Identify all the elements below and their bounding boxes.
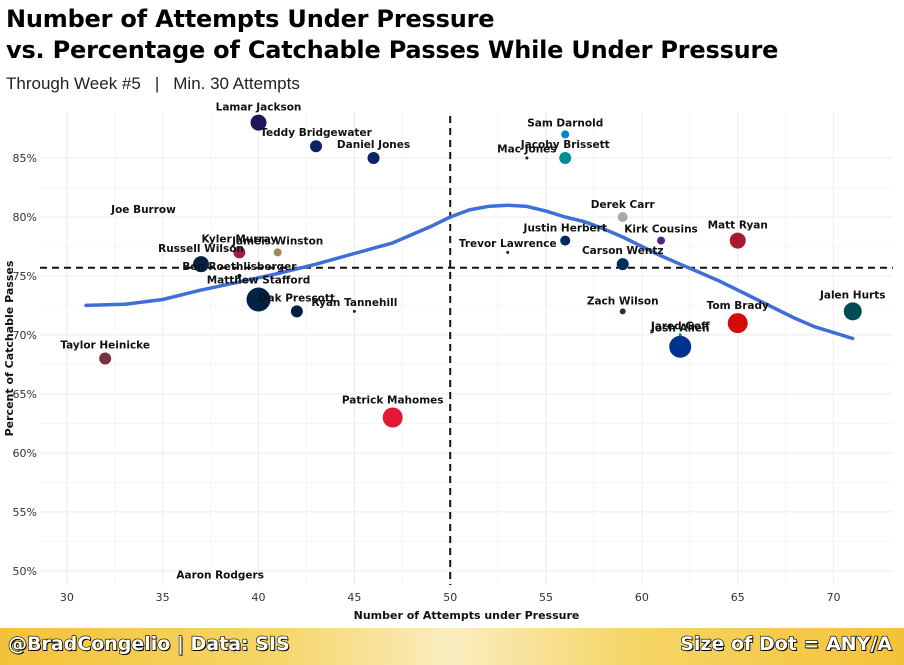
point-label-zach-wilson: Zach Wilson bbox=[587, 295, 659, 307]
y-tick-label: 70% bbox=[13, 329, 37, 342]
point-josh-allen bbox=[669, 335, 692, 358]
point-label-matthew-stafford: Matthew Stafford bbox=[207, 275, 311, 287]
point-label-aaron-rodgers: Aaron Rodgers bbox=[176, 570, 264, 582]
point-label-tom-brady: Tom Brady bbox=[707, 300, 769, 312]
title-line-1: Number of Attempts Under Pressure bbox=[6, 5, 495, 33]
subtitle-timeframe: Through Week #5 bbox=[6, 74, 141, 93]
data-points bbox=[99, 114, 862, 428]
point-label-ben-roethlisberger: Ben Roethlisberger bbox=[182, 261, 297, 273]
point-label-kyler-murray: Kyler Murray bbox=[201, 233, 277, 245]
y-tick-label: 55% bbox=[13, 506, 37, 519]
y-tick-label: 80% bbox=[13, 211, 37, 224]
point-jacoby-brissett bbox=[559, 152, 572, 165]
title-line-2: vs. Percentage of Catchable Passes While… bbox=[6, 36, 779, 64]
y-tick-label: 60% bbox=[13, 447, 37, 460]
grid-lines bbox=[40, 112, 893, 585]
scatter-chart: 30 35 40 45 50 55 60 65 70 50% 55% 60% 65% 70% 75% 80% 8… bbox=[3, 102, 893, 622]
y-tick-label: 65% bbox=[13, 388, 37, 401]
point-label-sam-darnold: Sam Darnold bbox=[527, 117, 603, 129]
x-tick-label: 60 bbox=[635, 591, 649, 604]
footer-banner: @BradCongelio | Data: SIS Size of Dot = … bbox=[0, 628, 904, 665]
footer-credit: @BradCongelio | Data: SIS bbox=[7, 632, 290, 655]
x-tick-label: 70 bbox=[827, 591, 841, 604]
point-daniel-jones bbox=[367, 152, 380, 165]
point-matt-ryan bbox=[729, 232, 746, 249]
point-taylor-heinicke bbox=[99, 352, 112, 365]
x-tick-label: 50 bbox=[443, 591, 457, 604]
x-axis-title: Number of Attempts under Pressure bbox=[354, 609, 580, 622]
point-label-teddy-bridgewater: Teddy Bridgewater bbox=[260, 127, 372, 139]
point-label-jalen-hurts: Jalen Hurts bbox=[819, 289, 886, 301]
point-derek-carr bbox=[617, 211, 628, 222]
point-label-jacoby-brissett: Jacoby Brissett bbox=[520, 139, 610, 151]
point-label-trevor-lawrence: Trevor Lawrence bbox=[459, 238, 557, 250]
point-label-justin-herbert: Justin Herbert bbox=[523, 223, 607, 235]
point-label-ryan-tannehill: Ryan Tannehill bbox=[311, 297, 397, 309]
x-tick-label: 45 bbox=[347, 591, 361, 604]
point-ryan-tannehill bbox=[352, 309, 356, 313]
point-label-taylor-heinicke: Taylor Heinicke bbox=[60, 340, 150, 352]
point-label-josh-allen: Josh Allen bbox=[650, 323, 709, 335]
y-axis-title: Percent of Catchable Passes bbox=[3, 260, 16, 436]
x-tick-label: 35 bbox=[156, 591, 170, 604]
point-lamar-jackson bbox=[250, 114, 267, 131]
point-label-patrick-mahomes: Patrick Mahomes bbox=[342, 395, 444, 407]
point-label-matt-ryan: Matt Ryan bbox=[708, 220, 768, 232]
point-sam-darnold bbox=[561, 130, 570, 139]
point-kyler-murray bbox=[233, 246, 246, 259]
point-label-derek-carr: Derek Carr bbox=[591, 199, 656, 211]
point-patrick-mahomes bbox=[382, 407, 403, 428]
point-label-dak-prescott: Dak Prescott bbox=[259, 292, 335, 304]
point-label-mac-jones: Mac Jones bbox=[497, 144, 556, 156]
tick-labels: 30 35 40 45 50 55 60 65 70 50% 55% 60% 65% 70% 75% 80% 8… bbox=[13, 152, 841, 604]
point-label-carson-wentz: Carson Wentz bbox=[582, 245, 664, 257]
point-zach-wilson bbox=[619, 308, 626, 315]
point-jameis-winston bbox=[273, 248, 282, 257]
point-ben-roethlisberger bbox=[237, 273, 242, 278]
chart-title: Number of Attempts Under Pressure vs. Pe… bbox=[6, 4, 778, 66]
x-tick-label: 55 bbox=[539, 591, 553, 604]
trend-line bbox=[84, 203, 855, 341]
x-tick-label: 30 bbox=[60, 591, 74, 604]
point-label-lamar-jackson: Lamar Jackson bbox=[216, 102, 302, 114]
point-label-russell-wilson: Russell Wilson bbox=[158, 243, 244, 255]
point-label-jared-goff: Jared Goff bbox=[650, 320, 710, 332]
point-trevor-lawrence bbox=[506, 250, 510, 254]
x-tick-label: 65 bbox=[731, 591, 745, 604]
point-label-joe-burrow: Joe Burrow bbox=[110, 204, 176, 216]
y-tick-label: 50% bbox=[13, 565, 37, 578]
point-jalen-hurts bbox=[843, 302, 862, 321]
point-mac-jones bbox=[525, 156, 529, 160]
y-tick-label: 85% bbox=[13, 152, 37, 165]
subtitle-filter: Min. 30 Attempts bbox=[173, 74, 300, 93]
point-kirk-cousins bbox=[657, 236, 666, 245]
point-label-jameis-winston: Jameis Winston bbox=[231, 235, 323, 247]
point-label-daniel-jones: Daniel Jones bbox=[337, 139, 410, 151]
point-carson-wentz bbox=[616, 258, 629, 271]
subtitle-separator: | bbox=[154, 74, 160, 93]
point-teddy-bridgewater bbox=[310, 140, 323, 153]
y-tick-label: 75% bbox=[13, 270, 37, 283]
chart-subtitle: Through Week #5 | Min. 30 Attempts bbox=[6, 74, 300, 94]
footer-size-legend: Size of Dot = ANY/A bbox=[680, 632, 893, 655]
point-matthew-stafford bbox=[246, 287, 271, 312]
point-jared-goff bbox=[678, 333, 682, 337]
point-tom-brady bbox=[727, 313, 748, 334]
point-russell-wilson bbox=[193, 256, 210, 273]
x-tick-label: 40 bbox=[252, 591, 266, 604]
point-justin-herbert bbox=[560, 235, 571, 246]
point-label-kirk-cousins: Kirk Cousins bbox=[624, 224, 698, 236]
point-dak-prescott bbox=[290, 305, 303, 318]
